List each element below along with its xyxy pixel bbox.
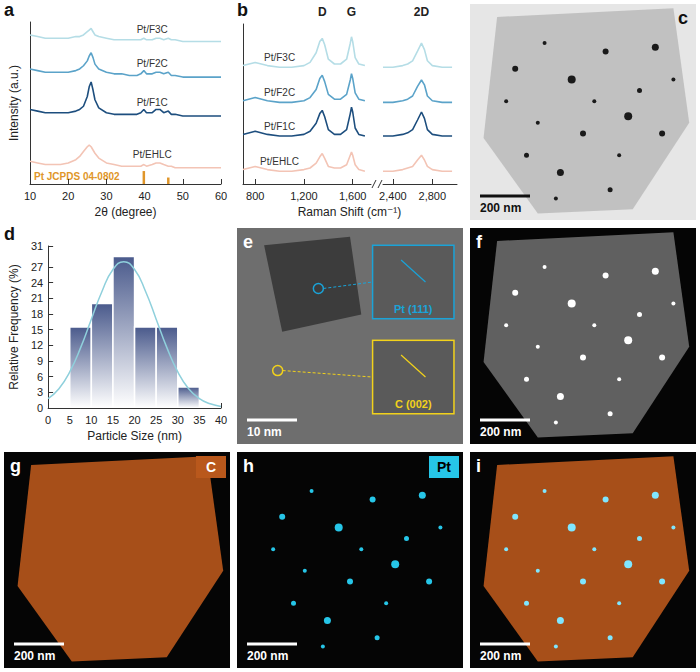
svg-text:30: 30	[100, 190, 112, 202]
svg-text:5: 5	[67, 414, 73, 426]
svg-text:G: G	[347, 5, 356, 19]
svg-text:e: e	[243, 232, 253, 252]
svg-text:Pt/EHLC: Pt/EHLC	[133, 149, 172, 160]
svg-text:15: 15	[107, 414, 119, 426]
svg-text:25: 25	[150, 414, 162, 426]
svg-text:c: c	[678, 8, 688, 28]
svg-text:24: 24	[31, 277, 43, 289]
svg-text:10 nm: 10 nm	[247, 425, 282, 439]
svg-text:20: 20	[62, 190, 74, 202]
html-text:a: a	[4, 0, 14, 20]
svg-text:9: 9	[37, 355, 43, 367]
svg-text:0: 0	[45, 414, 51, 426]
svg-text:Pt/F1C: Pt/F1C	[264, 121, 295, 132]
svg-text:200 nm: 200 nm	[247, 649, 288, 663]
svg-text:1,200: 1,200	[290, 190, 318, 202]
svg-text:Raman Shift (cm⁻¹): Raman Shift (cm⁻¹)	[298, 205, 402, 219]
svg-text:Pt/F2C: Pt/F2C	[137, 58, 168, 69]
svg-text:12: 12	[31, 339, 43, 351]
svg-text:10: 10	[24, 190, 36, 202]
svg-text:C: C	[206, 459, 216, 475]
svg-text:3: 3	[37, 386, 43, 398]
svg-text:i: i	[476, 456, 481, 476]
svg-text:Pt: Pt	[437, 459, 451, 475]
svg-text:18: 18	[31, 308, 43, 320]
svg-text:Pt/F3C: Pt/F3C	[264, 52, 295, 63]
svg-text:Pt (111): Pt (111)	[394, 303, 433, 315]
svg-text:Pt JCPDS 04-0802: Pt JCPDS 04-0802	[34, 171, 120, 182]
svg-text:2,800: 2,800	[419, 190, 447, 202]
svg-text:Intensity (a.u.): Intensity (a.u.)	[7, 65, 21, 141]
svg-text:C (002): C (002)	[395, 398, 432, 410]
svg-text:200 nm: 200 nm	[14, 649, 55, 663]
svg-text:200 nm: 200 nm	[480, 425, 521, 439]
svg-text:21: 21	[31, 292, 43, 304]
svg-text:h: h	[243, 456, 254, 476]
svg-text:60: 60	[215, 190, 227, 202]
svg-text:f: f	[476, 232, 483, 252]
svg-text:Pt/F3C: Pt/F3C	[137, 24, 168, 35]
svg-text:800: 800	[246, 190, 264, 202]
svg-text:200 nm: 200 nm	[480, 649, 521, 663]
svg-text:1,600: 1,600	[339, 190, 367, 202]
svg-text:Pt/F1C: Pt/F1C	[137, 97, 168, 108]
svg-text:D: D	[318, 5, 327, 19]
svg-text:35: 35	[193, 414, 205, 426]
svg-text:15: 15	[31, 324, 43, 336]
svg-text:31: 31	[31, 240, 43, 252]
svg-text:50: 50	[177, 190, 189, 202]
svg-text:Relative Frequency (%): Relative Frequency (%)	[7, 264, 21, 389]
svg-text:2,400: 2,400	[379, 190, 407, 202]
svg-text:40: 40	[138, 190, 150, 202]
svg-text:2D: 2D	[414, 5, 430, 19]
svg-text:20: 20	[128, 414, 140, 426]
svg-text:30: 30	[172, 414, 184, 426]
svg-text:10: 10	[85, 414, 97, 426]
html-text:b: b	[237, 0, 248, 20]
svg-text:g: g	[10, 456, 21, 476]
svg-text:0: 0	[37, 402, 43, 414]
svg-text:Particle Size (nm): Particle Size (nm)	[87, 429, 182, 443]
svg-text:6: 6	[37, 371, 43, 383]
svg-text:27: 27	[31, 261, 43, 273]
svg-text:Pt/F2C: Pt/F2C	[264, 87, 295, 98]
html-text:d: d	[4, 224, 15, 244]
svg-text:200 nm: 200 nm	[480, 201, 521, 215]
svg-text:40: 40	[215, 414, 227, 426]
svg-text:2θ (degree): 2θ (degree)	[94, 205, 156, 219]
svg-text:Pt/EHLC: Pt/EHLC	[260, 156, 299, 167]
